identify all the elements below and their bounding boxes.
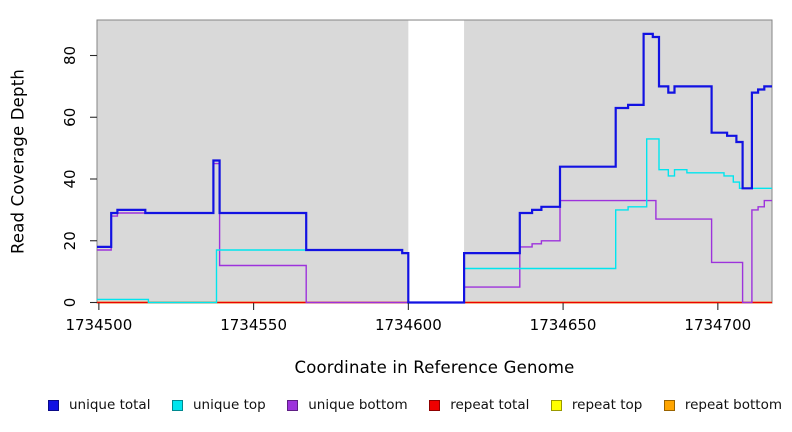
y-tick-label: 0 [61, 298, 79, 308]
y-tick-label: 40 [61, 169, 79, 188]
legend-swatch-icon [429, 399, 441, 411]
x-axis-title: Coordinate in Reference Genome [294, 358, 575, 377]
legend: unique total unique top unique bottom repea… [48, 397, 782, 413]
x-tick-label: 1734500 [65, 316, 132, 334]
legend-item-unique-bottom: unique bottom [287, 397, 408, 413]
legend-swatch-icon [287, 399, 299, 411]
x-tick-label: 1734700 [684, 316, 751, 334]
x-tick-label: 1734550 [220, 316, 287, 334]
legend-swatch-icon [172, 399, 183, 411]
legend-swatch-icon [550, 399, 562, 411]
legend-label: unique total [69, 397, 151, 413]
legend-swatch-icon [48, 399, 59, 411]
legend-label: unique top [193, 397, 266, 413]
legend-label: repeat bottom [684, 397, 782, 413]
legend-item-repeat-top: repeat top [550, 397, 643, 413]
series-line-unique-total [97, 32, 772, 304]
legend-label: repeat total [450, 397, 530, 413]
y-tick-label: 20 [61, 231, 79, 250]
legend-swatch-icon [663, 399, 675, 411]
x-tick-label: 1734650 [530, 316, 597, 334]
x-tick-label: 1734600 [375, 316, 442, 334]
legend-item-unique-total: unique total [48, 397, 150, 413]
legend-item-unique-top: unique top [172, 397, 266, 413]
legend-item-repeat-total: repeat total [429, 397, 529, 413]
y-tick-label: 80 [61, 46, 79, 65]
legend-label: unique bottom [308, 397, 408, 413]
y-tick-label: 60 [61, 108, 79, 127]
series-line-unique-bottom [464, 199, 772, 304]
legend-label: repeat top [571, 397, 643, 413]
y-axis-title: Read Coverage Depth [8, 68, 28, 255]
series-line-unique-top [464, 138, 772, 270]
legend-item-repeat-bottom: repeat bottom [663, 397, 782, 413]
coverage-gap-region [408, 20, 465, 303]
